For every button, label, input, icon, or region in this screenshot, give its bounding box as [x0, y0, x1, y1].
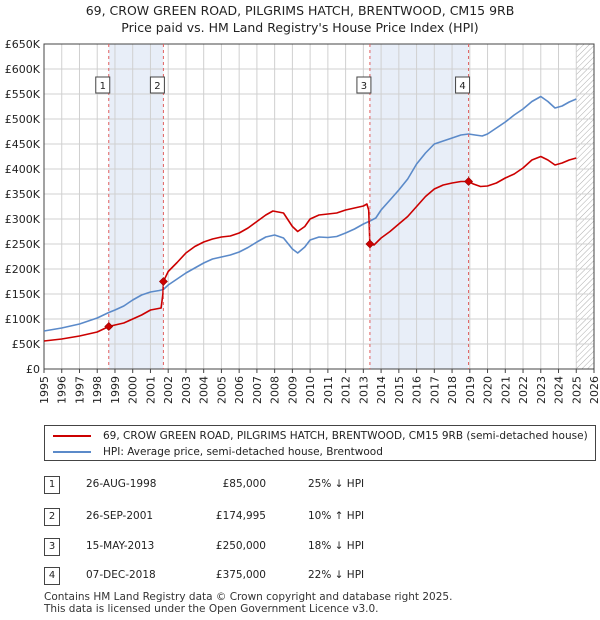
- sale-label-box: [455, 76, 471, 94]
- x-tick-label: 2023: [535, 376, 548, 404]
- x-tick-label: 2014: [375, 376, 388, 404]
- y-tick-label: £300K: [5, 213, 41, 226]
- y-tick-label: £400K: [5, 163, 41, 176]
- transaction-price: £250,000: [215, 540, 266, 552]
- transaction-hpi: 18% ↓ HPI: [308, 540, 365, 552]
- series-line-hpi: [43, 95, 577, 332]
- x-tick-label: 2024: [553, 376, 566, 404]
- x-tick-label: 2021: [499, 376, 512, 404]
- legend-label-hpi: HPI: Average price, semi-detached house,…: [103, 446, 383, 458]
- chart-title: 69, CROW GREEN ROAD, PILGRIMS HATCH, BRE…: [85, 3, 515, 18]
- x-tick-label: 2005: [215, 376, 228, 404]
- x-tick-label: 2018: [446, 376, 459, 404]
- transaction-hpi: 10% ↑ HPI: [308, 510, 365, 522]
- y-tick-label: £100K: [5, 313, 41, 326]
- x-tick-label: 1999: [109, 376, 122, 404]
- x-tick-label: 2002: [162, 376, 175, 404]
- sale-point: [158, 277, 168, 286]
- sale-label-number: 3: [361, 81, 367, 92]
- x-tick-label: 2001: [144, 376, 157, 404]
- transaction-price: £174,995: [215, 510, 266, 522]
- y-tick-label: £350K: [5, 188, 41, 201]
- sale-point: [464, 177, 473, 186]
- x-tick-label: 2012: [340, 376, 353, 404]
- x-tick-label: 2003: [180, 376, 193, 404]
- x-tick-label: 1998: [91, 376, 104, 404]
- legend-label-property: 69, CROW GREEN ROAD, PILGRIMS HATCH, BRE…: [103, 430, 588, 442]
- transaction-hpi: 25% ↓ HPI: [308, 478, 365, 490]
- series-line-property: [43, 155, 577, 342]
- y-tick-label: £50K: [12, 338, 41, 351]
- sale-label-box: [95, 76, 111, 94]
- transaction-price: £85,000: [222, 478, 266, 490]
- footer-licence: This data is licensed under the Open Gov…: [44, 603, 379, 615]
- y-tick-label: £0: [26, 363, 40, 376]
- transaction-row: 1 26-AUG-1998 £85,000 25% ↓ HPI: [0, 476, 600, 498]
- x-tick-label: 2026: [588, 376, 600, 404]
- plot-frame: [43, 43, 595, 370]
- transaction-price: £375,000: [215, 569, 266, 581]
- x-tick-label: 1997: [73, 376, 86, 404]
- x-tick-label: 1995: [38, 376, 51, 404]
- x-tick-label: 2019: [464, 376, 477, 404]
- y-tick-label: £500K: [5, 113, 41, 126]
- transaction-number: 3: [44, 538, 60, 556]
- x-tick-label: 2013: [357, 376, 370, 404]
- x-tick-label: 2007: [251, 376, 264, 404]
- y-tick-label: £450K: [5, 138, 41, 151]
- sale-label-box: [149, 76, 165, 94]
- price-chart: £0 £50K £100K £150K £200K £250K £300K £350K £400…: [5, 38, 600, 404]
- transaction-row: 3 15-MAY-2013 £250,000 18% ↓ HPI: [0, 538, 600, 560]
- x-tick-label: 2022: [517, 376, 530, 404]
- y-tick-label: £550K: [5, 88, 41, 101]
- transaction-date: 26-SEP-2001: [86, 510, 154, 522]
- y-tick-label: £150K: [5, 288, 41, 301]
- sale-label-number: 1: [100, 81, 106, 92]
- y-tick-label: £200K: [5, 263, 41, 276]
- x-tick-label: 2016: [411, 376, 424, 404]
- x-tick-label: 2006: [233, 376, 246, 404]
- transaction-date: 07-DEC-2018: [86, 569, 156, 581]
- footer-copyright: Contains HM Land Registry data © Crown c…: [44, 591, 453, 603]
- legend-swatch-property: [53, 435, 91, 437]
- y-tick-label: £600K: [5, 63, 41, 76]
- sale-point: [365, 239, 375, 249]
- ownership-period-shade: [108, 44, 164, 369]
- chart-subtitle: Price paid vs. HM Land Registry's House …: [121, 20, 479, 35]
- transaction-number: 4: [44, 567, 60, 585]
- x-tick-label: 1996: [56, 376, 69, 404]
- transaction-hpi: 22% ↓ HPI: [308, 569, 365, 581]
- x-tick-label: 2011: [322, 376, 335, 404]
- x-tick-label: 2010: [304, 376, 317, 404]
- transaction-number: 1: [44, 476, 60, 494]
- legend-item-hpi: HPI: Average price, semi-detached house,…: [53, 444, 383, 460]
- transaction-number: 2: [44, 508, 60, 526]
- legend-swatch-hpi: [53, 451, 91, 453]
- transaction-date: 26-AUG-1998: [86, 478, 157, 490]
- forecast-hatch: [576, 44, 594, 369]
- sale-point: [104, 322, 114, 331]
- x-tick-label: 2004: [198, 376, 211, 404]
- sale-label-number: 2: [154, 81, 160, 92]
- x-tick-label: 2015: [393, 376, 406, 404]
- y-tick-label: £250K: [5, 238, 41, 251]
- x-tick-label: 2000: [127, 376, 140, 404]
- sale-label-box: [356, 76, 372, 94]
- y-tick-label: £650K: [5, 38, 41, 51]
- x-tick-label: 2017: [428, 376, 441, 404]
- transaction-row: 2 26-SEP-2001 £174,995 10% ↑ HPI: [0, 508, 600, 530]
- legend: 69, CROW GREEN ROAD, PILGRIMS HATCH, BRE…: [44, 425, 596, 461]
- x-tick-label: 2020: [482, 376, 495, 404]
- transaction-row: 4 07-DEC-2018 £375,000 22% ↓ HPI: [0, 567, 600, 589]
- transaction-date: 15-MAY-2013: [86, 540, 155, 552]
- x-tick-label: 2008: [269, 376, 282, 404]
- x-tick-label: 2009: [286, 376, 299, 404]
- legend-item-property: 69, CROW GREEN ROAD, PILGRIMS HATCH, BRE…: [53, 428, 588, 444]
- x-tick-label: 2025: [570, 376, 583, 404]
- sale-label-number: 4: [459, 81, 465, 92]
